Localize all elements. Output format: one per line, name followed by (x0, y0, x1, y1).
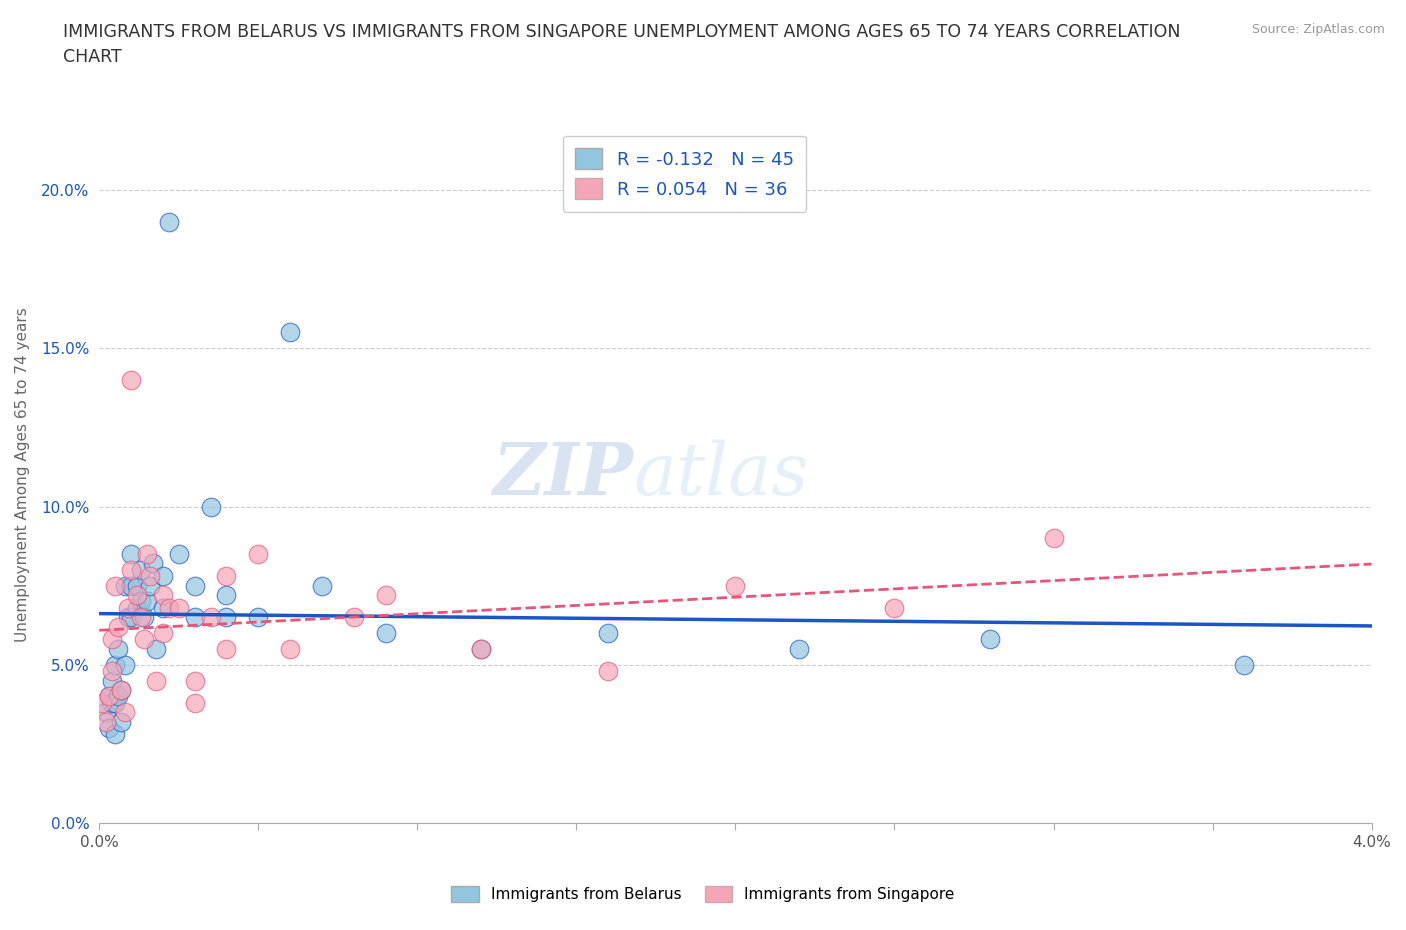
Legend: Immigrants from Belarus, Immigrants from Singapore: Immigrants from Belarus, Immigrants from… (446, 880, 960, 909)
Text: atlas: atlas (634, 440, 808, 511)
Point (127, 588, 149, 603)
Point (110, 714, 132, 729)
Point (145, 642, 167, 657)
Point (104, 727, 127, 742)
Point (247, 547, 270, 562)
Point (91, 696, 114, 711)
Point (139, 569, 162, 584)
Point (94, 714, 117, 729)
Point (1233, 658, 1256, 672)
Point (278, 642, 301, 657)
Point (470, 642, 492, 657)
Point (215, 588, 238, 603)
Point (215, 642, 238, 657)
Point (183, 610, 205, 625)
Point (152, 588, 174, 603)
Point (132, 632, 155, 647)
Point (132, 610, 155, 625)
Text: ZIP: ZIP (492, 439, 634, 511)
Point (200, 610, 222, 625)
Point (104, 578, 127, 593)
Point (152, 626, 174, 641)
Point (598, 626, 620, 641)
Point (374, 588, 396, 603)
Point (152, 601, 174, 616)
Point (215, 610, 238, 625)
Point (114, 705, 136, 720)
Point (110, 683, 132, 698)
Point (104, 696, 127, 711)
Point (101, 696, 124, 711)
Point (724, 578, 747, 593)
Point (107, 619, 129, 634)
Point (127, 578, 149, 593)
Point (374, 626, 396, 641)
Point (107, 642, 129, 657)
Point (247, 610, 270, 625)
Point (979, 632, 1001, 647)
Point (120, 372, 142, 387)
Point (120, 578, 142, 593)
Point (157, 214, 180, 229)
Point (114, 578, 136, 593)
Point (883, 601, 905, 616)
Point (167, 601, 190, 616)
Point (200, 499, 222, 514)
Point (135, 547, 157, 562)
Point (167, 547, 190, 562)
Point (129, 610, 152, 625)
Point (120, 547, 142, 562)
Point (120, 610, 142, 625)
Point (311, 578, 333, 593)
Point (142, 556, 165, 571)
Point (183, 673, 205, 688)
Point (598, 664, 620, 679)
Point (152, 569, 174, 584)
Point (127, 601, 149, 616)
Point (343, 610, 366, 625)
Point (157, 601, 180, 616)
Point (101, 673, 124, 688)
Point (101, 664, 124, 679)
Text: Source: ZipAtlas.com: Source: ZipAtlas.com (1251, 23, 1385, 36)
Point (117, 601, 139, 616)
Point (97, 721, 120, 736)
Point (183, 696, 205, 711)
Point (101, 632, 124, 647)
Point (97, 689, 120, 704)
Point (183, 578, 205, 593)
Point (97, 689, 120, 704)
Point (1042, 531, 1064, 546)
Point (117, 610, 139, 625)
Y-axis label: Unemployment Among Ages 65 to 74 years: Unemployment Among Ages 65 to 74 years (15, 308, 30, 643)
Point (215, 569, 238, 584)
Legend: R = -0.132   N = 45, R = 0.054   N = 36: R = -0.132 N = 45, R = 0.054 N = 36 (562, 136, 807, 212)
Point (107, 689, 129, 704)
Point (139, 578, 162, 593)
Point (110, 683, 132, 698)
Point (470, 642, 492, 657)
Point (94, 705, 117, 720)
Point (120, 563, 142, 578)
Point (145, 673, 167, 688)
Point (787, 642, 810, 657)
Text: IMMIGRANTS FROM BELARUS VS IMMIGRANTS FROM SINGAPORE UNEMPLOYMENT AMONG AGES 65 : IMMIGRANTS FROM BELARUS VS IMMIGRANTS FR… (63, 23, 1181, 66)
Point (135, 594, 157, 609)
Point (104, 658, 127, 672)
Point (114, 658, 136, 672)
Point (129, 563, 152, 578)
Point (129, 594, 152, 609)
Point (278, 325, 301, 339)
